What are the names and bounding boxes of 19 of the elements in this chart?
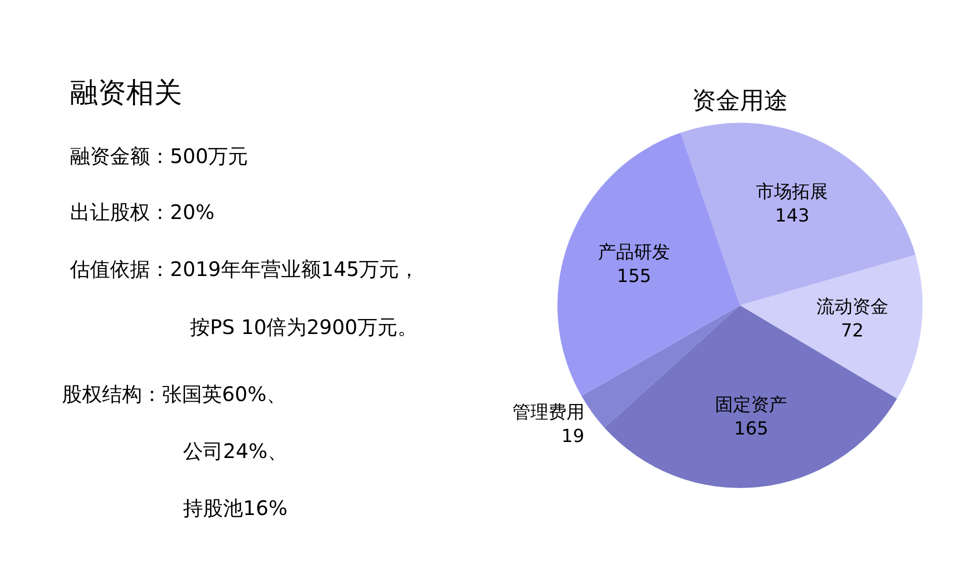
data-label: 165 xyxy=(734,418,768,440)
data-label: 155 xyxy=(616,266,652,288)
text: 按PS 10倍为2900万元。 xyxy=(190,314,418,341)
text: 融资金额：500万元 xyxy=(70,143,248,170)
data-label: 72 xyxy=(840,320,864,342)
slice-label: 市场拓展 xyxy=(756,182,828,203)
text: 公司24%、 xyxy=(183,438,288,465)
data-label: 143 xyxy=(775,206,810,227)
text: 持股池16% xyxy=(183,495,288,522)
chart-title: 资金用途 xyxy=(692,86,788,115)
slice-label: 管理费用 xyxy=(512,402,584,423)
text: 出让股权：20% xyxy=(70,199,214,226)
slice-label: 流动资金 xyxy=(816,296,888,318)
text: 股权结构：张国英60%、 xyxy=(62,381,286,408)
data-label: 19 xyxy=(561,426,584,447)
slice-label: 产品研发 xyxy=(598,242,670,264)
slice-label: 固定资产 xyxy=(715,394,788,416)
text: 融资相关 xyxy=(70,75,182,111)
text: 估值依据：2019年年营业额145万元， xyxy=(70,256,420,283)
